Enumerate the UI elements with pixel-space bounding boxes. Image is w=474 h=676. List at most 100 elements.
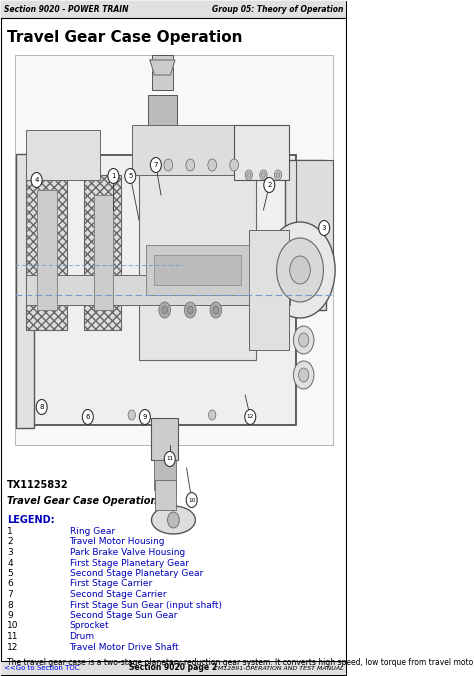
Bar (148, 95, 177, 125)
Bar (154, 460, 176, 490)
Bar (27, 130, 100, 180)
Circle shape (159, 302, 171, 318)
Circle shape (293, 326, 314, 354)
Text: 1: 1 (7, 527, 13, 536)
Circle shape (186, 493, 197, 508)
Bar (1, 661, 346, 675)
Text: 2: 2 (267, 182, 272, 188)
Bar (285, 160, 326, 310)
Circle shape (82, 410, 93, 425)
Text: <<Go to Section TOC: <<Go to Section TOC (4, 665, 79, 671)
Circle shape (213, 306, 219, 314)
Text: 8: 8 (7, 600, 13, 610)
Text: 10: 10 (7, 621, 19, 631)
Text: Second Stage Carrier: Second Stage Carrier (70, 590, 166, 599)
Circle shape (262, 172, 265, 178)
Text: Park Brake Valve Housing: Park Brake Valve Housing (70, 548, 185, 557)
Bar (16, 154, 35, 428)
Text: Section 9020 page 2: Section 9020 page 2 (129, 664, 218, 673)
Circle shape (299, 368, 309, 382)
Circle shape (209, 410, 216, 420)
Bar (154, 255, 241, 285)
Text: First Stage Carrier: First Stage Carrier (70, 579, 152, 589)
Text: 8: 8 (39, 404, 44, 410)
Text: Group 05: Theory of Operation: Group 05: Theory of Operation (212, 5, 343, 14)
Text: 6: 6 (7, 579, 13, 589)
Text: 9: 9 (7, 611, 13, 620)
Bar (152, 55, 173, 90)
Text: First Stage Sun Gear (input shaft): First Stage Sun Gear (input shaft) (70, 600, 221, 610)
Circle shape (276, 172, 280, 178)
Circle shape (128, 410, 136, 420)
Text: 4: 4 (35, 177, 39, 183)
Circle shape (210, 302, 222, 318)
Text: 4: 4 (7, 558, 13, 567)
Circle shape (168, 512, 179, 528)
Text: 7: 7 (7, 590, 13, 599)
Text: 11: 11 (7, 632, 19, 641)
Bar (15, 55, 333, 445)
Text: 9: 9 (143, 414, 147, 420)
Text: Travel Gear Case Operation: Travel Gear Case Operation (7, 30, 243, 45)
Circle shape (184, 302, 196, 318)
Circle shape (187, 306, 193, 314)
Text: Second Stage Sun Gear: Second Stage Sun Gear (70, 611, 177, 620)
Text: Travel Motor Drive Shaft: Travel Motor Drive Shaft (70, 642, 179, 652)
Polygon shape (150, 60, 175, 75)
Text: Sprocket: Sprocket (70, 621, 109, 631)
Bar (27, 275, 290, 305)
Circle shape (264, 178, 275, 193)
Bar (84, 175, 121, 330)
Circle shape (299, 333, 309, 347)
Circle shape (274, 170, 282, 180)
Bar (26, 155, 296, 425)
Text: 5: 5 (7, 569, 13, 578)
Text: 3: 3 (322, 225, 327, 231)
Text: Drum: Drum (70, 632, 95, 641)
Text: LEGEND:: LEGEND: (7, 515, 55, 525)
Bar (296, 160, 333, 260)
Bar (152, 418, 178, 460)
Text: 6: 6 (86, 414, 90, 420)
Circle shape (125, 168, 136, 183)
Text: 1: 1 (111, 173, 116, 179)
Circle shape (245, 410, 256, 425)
Circle shape (36, 400, 47, 414)
Circle shape (108, 168, 119, 183)
Ellipse shape (152, 506, 195, 534)
Circle shape (265, 222, 335, 318)
Circle shape (277, 238, 323, 302)
Circle shape (247, 172, 251, 178)
Circle shape (139, 410, 150, 425)
Bar (249, 230, 289, 350)
Text: 11: 11 (166, 456, 173, 462)
Bar (234, 125, 289, 180)
Circle shape (186, 159, 195, 171)
Text: The travel gear case is a two-stage planetary reduction gear system. It converts: The travel gear case is a two-stage plan… (7, 658, 474, 667)
Circle shape (260, 170, 267, 180)
Circle shape (208, 159, 217, 171)
Text: Ring Gear: Ring Gear (70, 527, 115, 536)
Text: First Stage Planetary Gear: First Stage Planetary Gear (70, 558, 189, 567)
Text: Travel Motor Housing: Travel Motor Housing (70, 537, 165, 546)
Text: 12: 12 (7, 642, 18, 652)
Text: 3: 3 (7, 548, 13, 557)
Text: Travel Gear Case Operation: Travel Gear Case Operation (7, 496, 158, 506)
Bar (155, 480, 176, 510)
Circle shape (319, 220, 329, 235)
Text: Section 9020 - POWER TRAIN: Section 9020 - POWER TRAIN (4, 5, 128, 14)
Circle shape (150, 158, 161, 172)
Text: Second Stage Planetary Gear: Second Stage Planetary Gear (70, 569, 203, 578)
Text: TX1125832: TX1125832 (7, 480, 69, 490)
Bar (94, 195, 113, 310)
Text: 12: 12 (246, 414, 254, 420)
Text: TM12891-OPERATION AND TEST MANUAL: TM12891-OPERATION AND TEST MANUAL (214, 665, 343, 671)
Bar (1, 1, 346, 18)
Bar (139, 160, 256, 360)
Bar (132, 125, 249, 175)
Bar (27, 170, 66, 330)
Text: 10: 10 (188, 498, 195, 502)
Circle shape (245, 170, 253, 180)
Text: 5: 5 (128, 173, 132, 179)
Circle shape (31, 172, 42, 187)
